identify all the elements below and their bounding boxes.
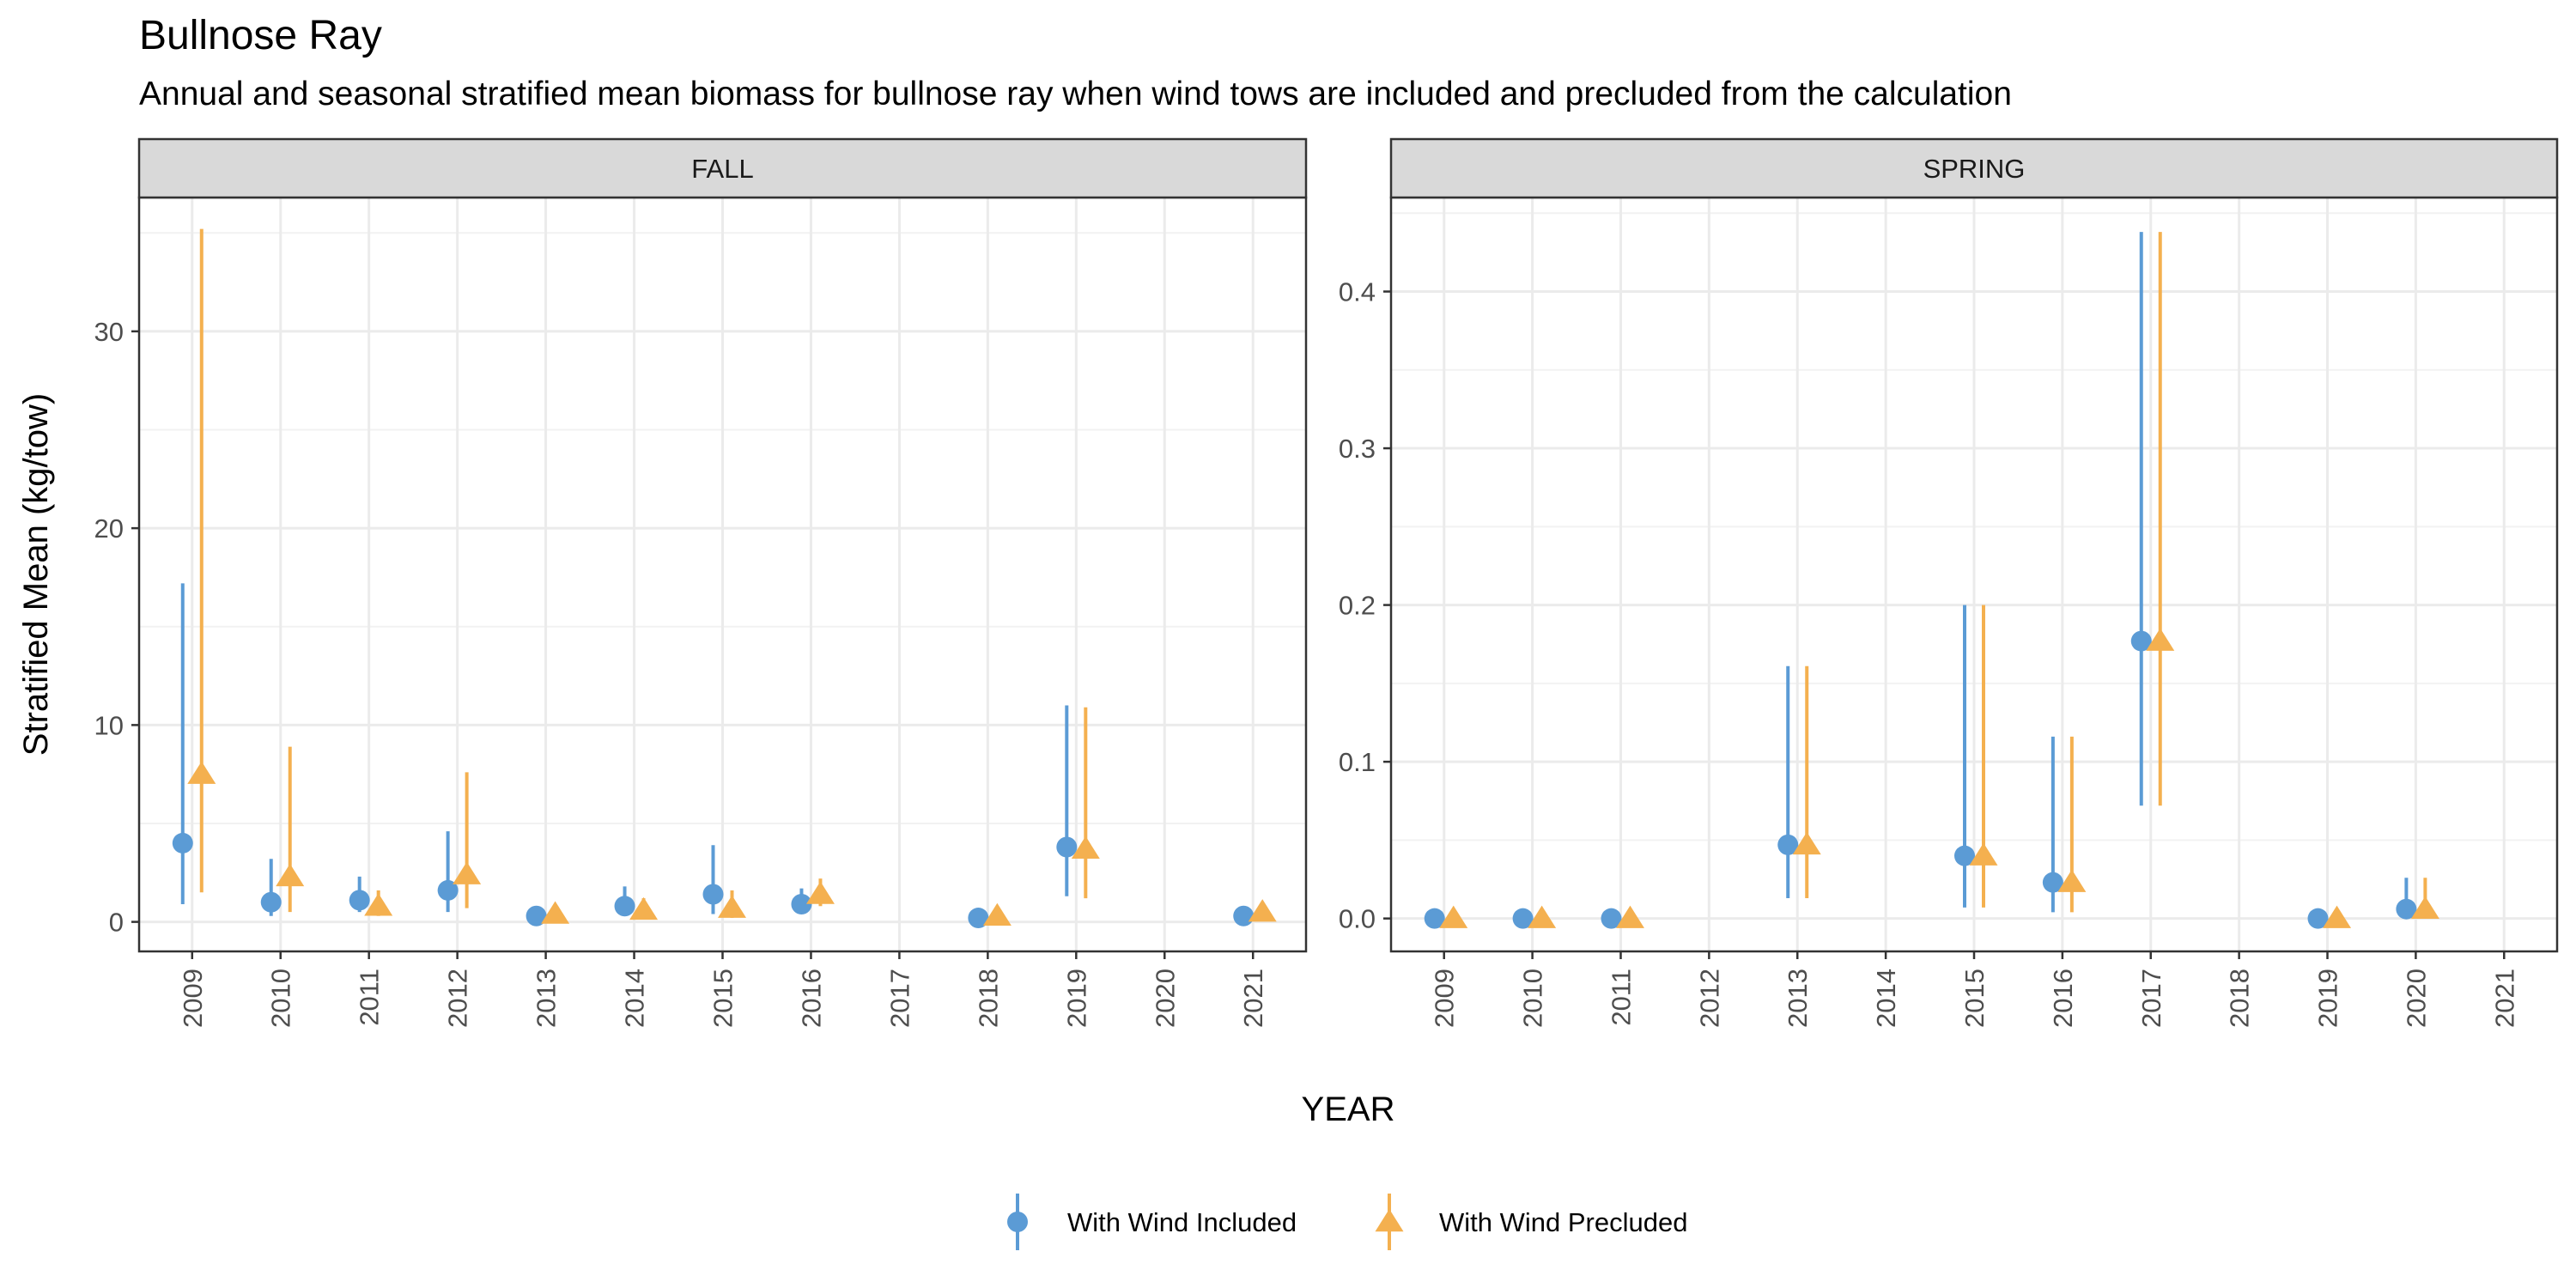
- fall-point-precluded-2021: [1248, 899, 1277, 922]
- fall-point-precluded-2011: [364, 893, 393, 916]
- fall-x-tick-label: 2014: [620, 969, 650, 1028]
- spring-point-included-2010: [1512, 908, 1534, 929]
- chart-title: Bullnose Ray: [139, 13, 382, 58]
- fall-x-tick-label: 2021: [1238, 969, 1268, 1028]
- spring-x-tick-label: 2017: [2136, 969, 2166, 1028]
- fall-x-tick-label: 2019: [1061, 969, 1091, 1028]
- spring-x-tick-label: 2013: [1783, 969, 1813, 1028]
- legend-label-included: With Wind Included: [1067, 1207, 1297, 1237]
- spring-strip: [1389, 137, 2559, 199]
- fall-point-included-2011: [349, 890, 370, 911]
- fall-x-tick-label: 2018: [973, 969, 1003, 1028]
- spring-point-included-2015: [1954, 845, 1975, 866]
- spring-point-precluded-2011: [1615, 905, 1644, 928]
- fall-point-included-2009: [172, 832, 193, 854]
- y-axis-title: Stratified Mean (kg/tow): [17, 393, 55, 756]
- spring-strip-label: SPRING: [1923, 154, 2026, 184]
- spring-y-tick-label: 0.3: [1339, 434, 1376, 464]
- fall-y-tick-label: 30: [94, 317, 124, 347]
- spring-point-included-2019: [2307, 908, 2329, 929]
- fall-point-precluded-2014: [629, 896, 659, 920]
- fall-x-tick-label: 2012: [443, 969, 473, 1028]
- spring-point-precluded-2016: [2057, 869, 2087, 892]
- fall-point-included-2014: [614, 896, 635, 917]
- legend-label-precluded: With Wind Precluded: [1439, 1207, 1687, 1237]
- fall-x-tick-label: 2010: [266, 969, 296, 1028]
- spring-point-included-2011: [1601, 908, 1622, 929]
- fall-x-tick-label: 2016: [796, 969, 826, 1028]
- fall-point-precluded-2016: [805, 881, 835, 904]
- spring-x-tick-label: 2018: [2225, 969, 2255, 1028]
- fall-strip: [137, 137, 1308, 199]
- spring-y-tick-label: 0.0: [1339, 904, 1376, 934]
- fall-strip-label: FALL: [691, 154, 753, 184]
- spring-point-included-2009: [1424, 908, 1445, 929]
- fall-point-precluded-2010: [276, 863, 305, 887]
- fall-x-tick-label: 2015: [708, 969, 738, 1028]
- spring-x-tick-label: 2016: [2048, 969, 2078, 1028]
- spring-point-included-2016: [2042, 872, 2063, 893]
- fall-x-tick-label: 2020: [1150, 969, 1180, 1028]
- fall-x-tick-label: 2009: [178, 969, 208, 1028]
- x-axis-title: YEAR: [1302, 1091, 1395, 1128]
- chart-subtitle: Annual and seasonal stratified mean biom…: [139, 76, 2012, 112]
- spring-point-precluded-2019: [2323, 905, 2352, 928]
- fall-point-included-2019: [1056, 836, 1078, 858]
- spring-y-tick-label: 0.2: [1339, 591, 1376, 621]
- fall-x-tick-label: 2013: [532, 969, 562, 1028]
- fall-point-included-2021: [1233, 905, 1255, 927]
- spring-point-included-2020: [2396, 898, 2417, 920]
- fall-y-tick-label: 20: [94, 513, 124, 544]
- spring-x-tick-label: 2020: [2401, 969, 2431, 1028]
- fall-point-precluded-2018: [982, 902, 1012, 926]
- spring-point-precluded-2013: [1792, 831, 1821, 855]
- spring-y-tick-label: 0.4: [1339, 277, 1376, 307]
- spring-point-precluded-2017: [2146, 628, 2175, 651]
- fall-x-tick-label: 2017: [884, 969, 914, 1028]
- fall-point-included-2018: [968, 908, 989, 929]
- spring-x-tick-label: 2011: [1606, 969, 1636, 1026]
- fall-point-included-2010: [260, 891, 282, 913]
- spring-point-precluded-2015: [1969, 842, 1998, 866]
- spring-point-included-2017: [2130, 630, 2152, 652]
- fall-point-included-2013: [526, 905, 547, 927]
- fall-y-tick-label: 0: [109, 908, 124, 938]
- spring-x-tick-label: 2015: [1959, 969, 1990, 1028]
- fall-x-tick-label: 2011: [355, 969, 385, 1026]
- spring-x-tick-label: 2019: [2313, 969, 2343, 1028]
- fall-point-precluded-2012: [453, 861, 482, 884]
- fall-point-included-2012: [437, 879, 459, 901]
- spring-point-precluded-2009: [1439, 905, 1468, 928]
- fall-point-precluded-2019: [1071, 835, 1100, 860]
- fall-y-tick-label: 10: [94, 710, 124, 740]
- spring-point-included-2013: [1777, 834, 1799, 855]
- spring-point-precluded-2010: [1528, 905, 1557, 928]
- spring-x-tick-label: 2009: [1430, 969, 1460, 1028]
- fall-point-included-2015: [702, 884, 724, 905]
- spring-x-tick-label: 2012: [1694, 969, 1724, 1028]
- fall-point-precluded-2009: [187, 761, 216, 784]
- fall-point-included-2016: [791, 893, 812, 914]
- fall-point-precluded-2013: [541, 901, 570, 924]
- fall-point-precluded-2015: [718, 895, 746, 918]
- spring-x-tick-label: 2014: [1871, 969, 1901, 1028]
- spring-y-tick-label: 0.1: [1339, 747, 1376, 777]
- spring-point-precluded-2020: [2410, 896, 2439, 919]
- legend-key-marker-included: [1007, 1212, 1028, 1232]
- spring-x-tick-label: 2010: [1518, 969, 1548, 1028]
- legend-key-marker-precluded: [1375, 1209, 1404, 1232]
- spring-x-tick-label: 2021: [2489, 969, 2519, 1028]
